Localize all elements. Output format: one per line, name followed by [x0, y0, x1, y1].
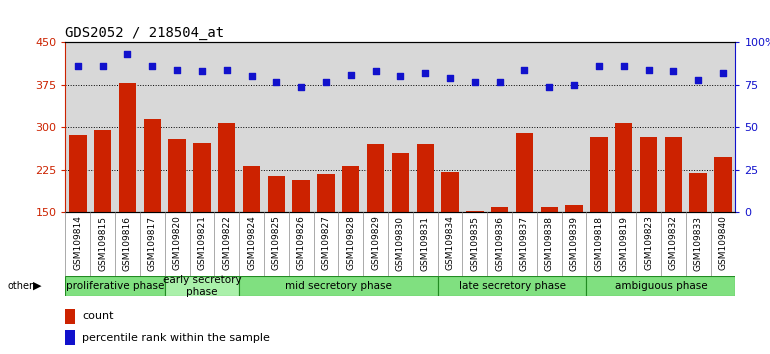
Text: early secretory
phase: early secretory phase [162, 275, 241, 297]
Text: GSM109816: GSM109816 [123, 216, 132, 270]
Point [394, 74, 407, 79]
Bar [94, 130, 112, 297]
Point [444, 75, 456, 81]
Point [146, 63, 159, 69]
Bar [293, 179, 310, 297]
Text: count: count [82, 311, 114, 321]
Bar [392, 153, 409, 297]
Text: GSM109817: GSM109817 [148, 216, 157, 270]
Text: GSM109824: GSM109824 [247, 216, 256, 270]
Text: ▶: ▶ [33, 281, 42, 291]
Point [568, 82, 581, 88]
Bar [65, 330, 75, 345]
Text: GSM109836: GSM109836 [495, 216, 504, 270]
Bar [417, 144, 434, 297]
Bar [367, 144, 384, 297]
Text: GSM109837: GSM109837 [520, 216, 529, 270]
Bar [640, 137, 657, 297]
Point [618, 63, 630, 69]
Bar [165, 276, 239, 296]
Bar [466, 211, 484, 297]
Bar [342, 166, 360, 297]
Point [295, 84, 307, 90]
Bar [69, 135, 86, 297]
Text: GSM109828: GSM109828 [346, 216, 355, 270]
Text: GSM109826: GSM109826 [296, 216, 306, 270]
Point [593, 63, 605, 69]
Text: ambiguous phase: ambiguous phase [614, 281, 707, 291]
Bar [143, 119, 161, 297]
Point [469, 79, 481, 84]
Text: GSM109838: GSM109838 [544, 216, 554, 270]
Bar [565, 205, 583, 297]
Bar [441, 172, 459, 297]
Text: GSM109835: GSM109835 [470, 216, 480, 270]
Text: GSM109829: GSM109829 [371, 216, 380, 270]
Bar [119, 83, 136, 297]
Point [220, 67, 233, 73]
Text: proliferative phase: proliferative phase [66, 281, 164, 291]
Bar [239, 276, 437, 296]
Point [642, 67, 654, 73]
Point [196, 69, 208, 74]
Point [320, 79, 332, 84]
Bar [193, 143, 211, 297]
Text: GSM109831: GSM109831 [420, 216, 430, 270]
Point [692, 77, 705, 83]
Text: GSM109815: GSM109815 [98, 216, 107, 270]
Bar [590, 137, 608, 297]
Bar [243, 166, 260, 297]
Bar [516, 132, 533, 297]
Text: mid secretory phase: mid secretory phase [285, 281, 392, 291]
Bar [715, 157, 732, 297]
Point [122, 52, 134, 57]
Bar [437, 276, 587, 296]
Text: other: other [8, 281, 34, 291]
Point [270, 79, 283, 84]
Point [494, 79, 506, 84]
Bar [317, 174, 335, 297]
Bar [587, 276, 735, 296]
Text: GSM109818: GSM109818 [594, 216, 604, 270]
Point [72, 63, 84, 69]
Bar [491, 207, 508, 297]
Text: GSM109840: GSM109840 [718, 216, 728, 270]
Bar [65, 309, 75, 324]
Point [419, 70, 431, 76]
Point [96, 63, 109, 69]
Text: GSM109834: GSM109834 [446, 216, 454, 270]
Point [370, 69, 382, 74]
Text: GSM109830: GSM109830 [396, 216, 405, 270]
Bar [268, 176, 285, 297]
Bar [665, 137, 682, 297]
Bar [218, 123, 236, 297]
Text: GSM109821: GSM109821 [197, 216, 206, 270]
Point [345, 72, 357, 78]
Bar [689, 173, 707, 297]
Point [717, 70, 729, 76]
Text: GSM109827: GSM109827 [321, 216, 330, 270]
Point [667, 69, 679, 74]
Point [171, 67, 183, 73]
Bar [615, 124, 632, 297]
Bar [65, 276, 165, 296]
Text: GSM109814: GSM109814 [73, 216, 82, 270]
Text: GSM109832: GSM109832 [669, 216, 678, 270]
Text: percentile rank within the sample: percentile rank within the sample [82, 332, 270, 343]
Text: late secretory phase: late secretory phase [459, 281, 565, 291]
Point [543, 84, 555, 90]
Point [518, 67, 531, 73]
Point [246, 74, 258, 79]
Text: GSM109822: GSM109822 [223, 216, 231, 270]
Bar [541, 207, 558, 297]
Bar [169, 139, 186, 297]
Text: GDS2052 / 218504_at: GDS2052 / 218504_at [65, 26, 225, 40]
Text: GSM109833: GSM109833 [694, 216, 703, 270]
Text: GSM109839: GSM109839 [570, 216, 578, 270]
Text: GSM109819: GSM109819 [619, 216, 628, 270]
Text: GSM109823: GSM109823 [644, 216, 653, 270]
Text: GSM109820: GSM109820 [172, 216, 182, 270]
Text: GSM109825: GSM109825 [272, 216, 281, 270]
